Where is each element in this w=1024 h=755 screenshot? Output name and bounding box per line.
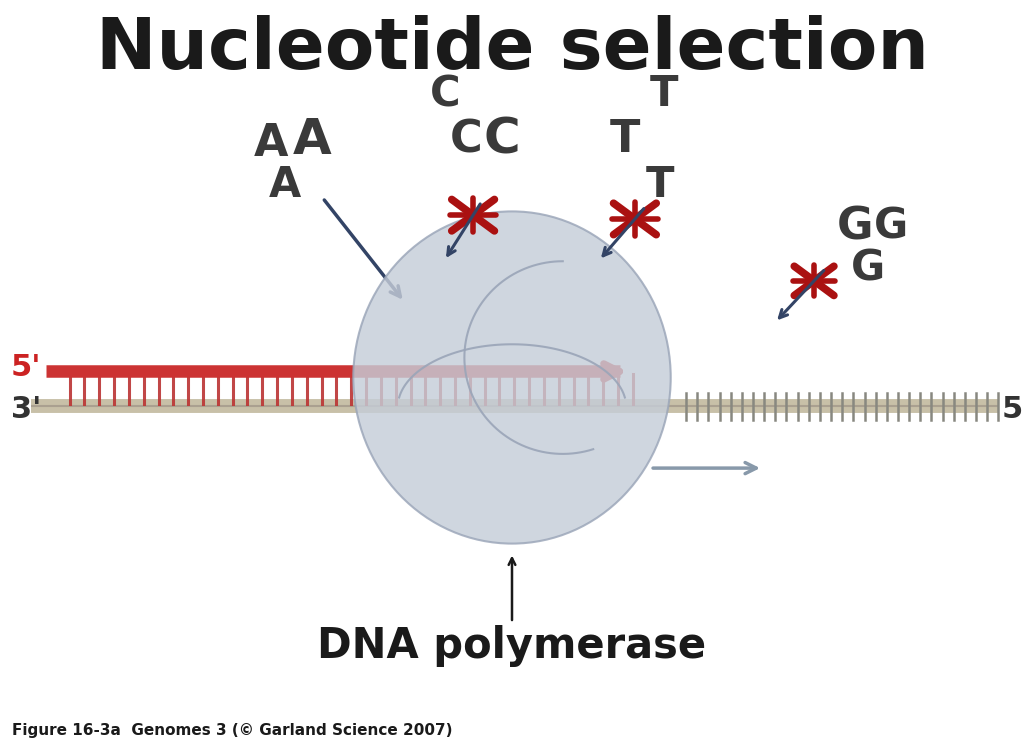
Ellipse shape xyxy=(353,211,671,544)
Text: A: A xyxy=(268,164,301,206)
Text: DNA polymerase: DNA polymerase xyxy=(317,624,707,667)
Text: 5': 5' xyxy=(10,353,41,382)
Text: Figure 16-3a  Genomes 3 (© Garland Science 2007): Figure 16-3a Genomes 3 (© Garland Scienc… xyxy=(12,723,453,738)
Text: A: A xyxy=(254,122,289,165)
Text: T: T xyxy=(609,119,640,161)
Text: T: T xyxy=(646,164,675,206)
Text: A: A xyxy=(293,116,332,164)
Text: G: G xyxy=(873,205,908,248)
Text: 3': 3' xyxy=(10,396,41,424)
Text: Nucleotide selection: Nucleotide selection xyxy=(95,14,929,84)
Text: T: T xyxy=(649,73,678,116)
Text: G: G xyxy=(851,247,886,289)
Text: 5': 5' xyxy=(1001,396,1024,424)
Text: G: G xyxy=(837,205,873,248)
Text: C: C xyxy=(450,119,482,161)
Text: C: C xyxy=(483,116,520,164)
Text: C: C xyxy=(430,73,461,116)
